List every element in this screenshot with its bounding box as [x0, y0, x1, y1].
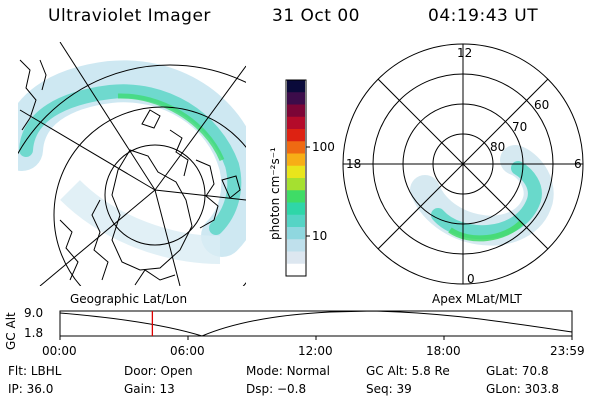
info-mode: Mode: Normal	[246, 364, 330, 378]
mlt-label-0: 0	[467, 272, 475, 286]
instrument-title: Ultraviolet Imager	[48, 6, 211, 26]
mlt-label-6: 6	[574, 157, 582, 171]
info-ip: IP: 36.0	[8, 382, 54, 396]
time-tick-0000: 00:00	[42, 344, 77, 358]
info-dsp: Dsp: −0.8	[246, 382, 307, 396]
colorbar-tick-label-10: 10	[312, 229, 328, 243]
lat-label-80: 80	[490, 140, 506, 154]
date-label: 31 Oct 00	[272, 6, 360, 26]
magnetic-polar-panel	[342, 43, 584, 285]
colorbar-swatch	[287, 92, 305, 105]
colorbar-swatch	[287, 178, 305, 191]
info-seq: Seq: 39	[366, 382, 412, 396]
colorbar-swatch	[287, 116, 305, 130]
time-tick-1200: 12:00	[298, 344, 333, 358]
mlt-label-12: 12	[457, 46, 473, 60]
lat-label-60: 60	[534, 98, 550, 112]
colorbar-swatch	[287, 190, 305, 203]
colorbar-tick-label-100: 100	[312, 140, 335, 154]
altitude-ylabel: GC Alt	[4, 312, 18, 350]
colorbar-swatch	[287, 129, 305, 142]
info-glon: GLon: 303.8	[486, 382, 559, 396]
colorbar-swatch	[287, 263, 305, 277]
colorbar-swatch	[287, 165, 305, 179]
colorbar-swatch	[287, 104, 305, 118]
colorbar-swatch	[287, 227, 305, 240]
colorbar-swatch	[287, 141, 305, 154]
colorbar-swatch	[287, 202, 305, 216]
time-tick-0600: 06:00	[170, 344, 205, 358]
time-tick-1800: 18:00	[426, 344, 461, 358]
colorbar-unit-label: photon cm⁻²s⁻¹	[268, 147, 282, 240]
colorbar	[285, 79, 310, 277]
altitude-ytick-high: 9.0	[24, 306, 44, 320]
info-gc-alt: GC Alt: 5.8 Re	[366, 364, 450, 378]
colorbar-swatch	[287, 239, 305, 252]
colorbar-swatch	[287, 214, 305, 228]
colorbar-swatch	[287, 251, 305, 265]
altitude-curve	[59, 310, 573, 337]
info-glat: GLat: 70.8	[486, 364, 549, 378]
apex-caption: Apex MLat/MLT	[432, 292, 522, 306]
info-flt: Flt: LBHL	[8, 364, 62, 378]
altitude-ytick-low: 1.8	[24, 326, 44, 340]
time-label: 04:19:43 UT	[428, 6, 539, 26]
mlt-label-18: 18	[346, 157, 362, 171]
info-door: Door: Open	[124, 364, 193, 378]
geographic-caption: Geographic Lat/Lon	[70, 292, 188, 306]
geographic-map-panel	[18, 42, 246, 286]
altitude-track-plot	[59, 310, 573, 340]
colorbar-swatch	[287, 80, 305, 93]
info-gain: Gain: 13	[124, 382, 175, 396]
time-tick-2359: 23:59	[550, 344, 585, 358]
lat-label-70: 70	[512, 120, 528, 134]
colorbar-swatch	[287, 153, 305, 167]
